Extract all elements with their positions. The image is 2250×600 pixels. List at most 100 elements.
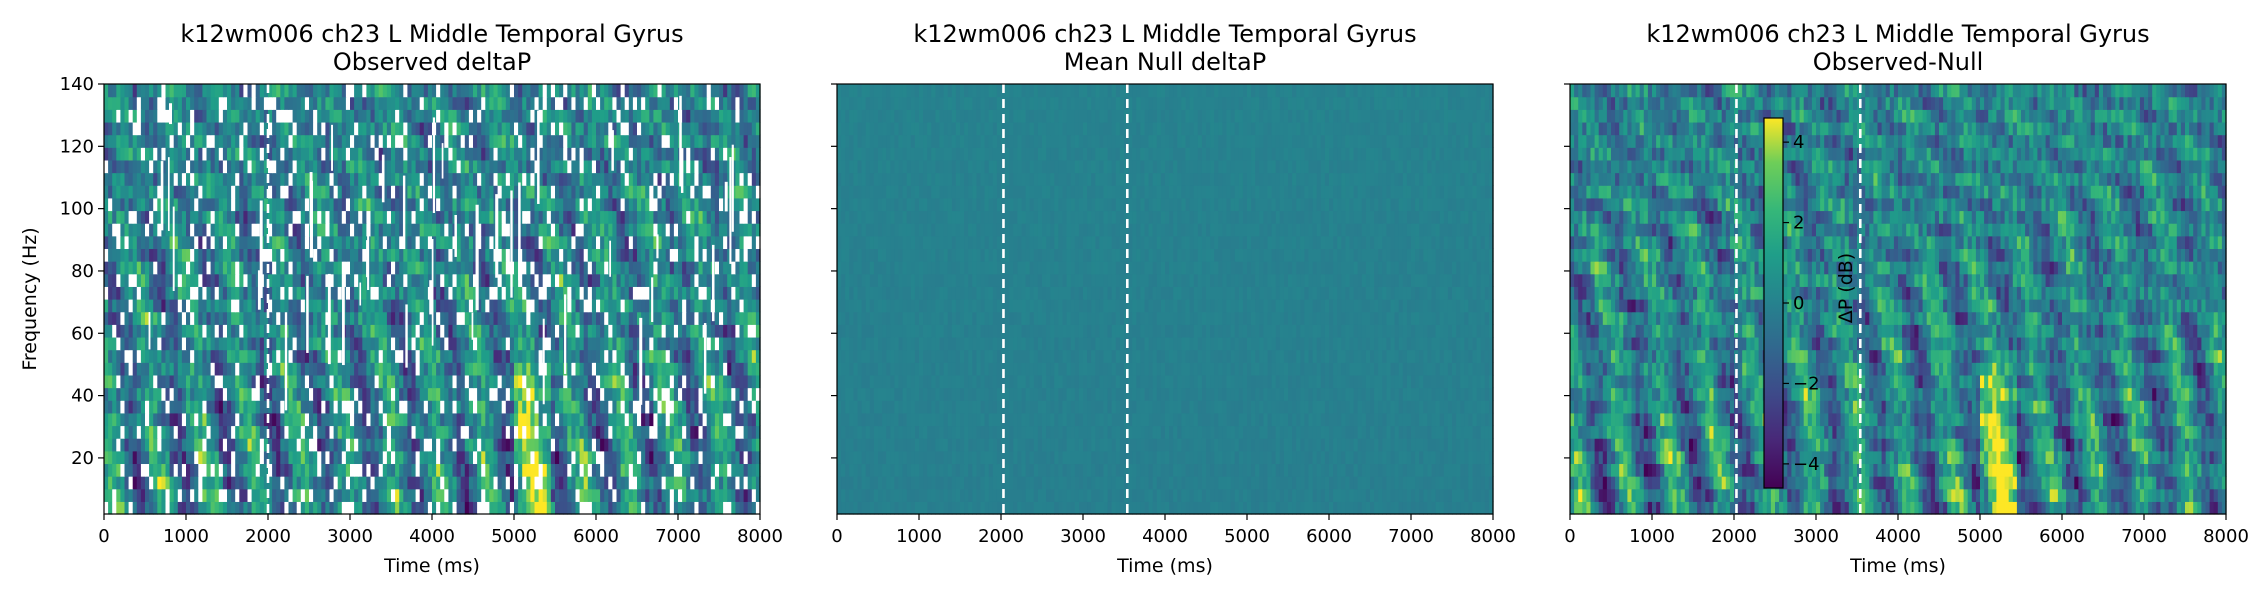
heatmap-cell	[284, 488, 290, 502]
heatmap-cell	[181, 261, 187, 275]
masked-cell	[550, 185, 556, 199]
masked-cell	[366, 463, 372, 477]
heatmap-cell	[304, 488, 310, 502]
heatmap-cell	[518, 387, 523, 401]
heatmap-cell	[649, 501, 654, 515]
heatmap-cell	[632, 235, 638, 250]
heatmap-cell	[628, 336, 634, 351]
heatmap-cell	[452, 476, 458, 490]
heatmap-cell	[341, 425, 347, 439]
heatmap-cell	[632, 185, 638, 199]
heatmap-cell	[210, 248, 216, 262]
heatmap-cell	[694, 463, 700, 477]
heatmap-cell	[628, 210, 634, 224]
masked-cell	[575, 324, 581, 338]
heatmap-cell	[653, 235, 659, 250]
masked-cell	[743, 476, 749, 490]
heatmap-cell	[378, 488, 384, 502]
masked-cell	[235, 273, 240, 287]
heatmap-cell	[657, 425, 663, 439]
masked-cell	[468, 387, 474, 401]
heatmap-cell	[714, 147, 720, 161]
heatmap-cell	[432, 476, 437, 490]
heatmap-cell	[214, 387, 220, 401]
heatmap-cell	[661, 425, 667, 439]
heatmap-cell	[505, 185, 511, 199]
heatmap-cell	[649, 400, 654, 414]
heatmap-cell	[399, 501, 404, 515]
heatmap-cell	[460, 197, 466, 212]
heatmap-cell	[145, 349, 150, 363]
heatmap-cell	[292, 273, 298, 287]
heatmap-cell	[624, 488, 630, 502]
heatmap-cell	[370, 210, 376, 224]
heatmap-cell	[587, 147, 593, 161]
heatmap-cell	[186, 210, 191, 224]
heatmap-cell	[583, 336, 589, 351]
heatmap-cell	[280, 210, 285, 224]
heatmap-cell	[108, 488, 113, 502]
heatmap-cell	[456, 387, 462, 401]
heatmap-cell	[202, 476, 208, 490]
heatmap-cell	[563, 501, 568, 515]
heatmap-cell	[272, 235, 277, 250]
heatmap-cell	[218, 311, 224, 325]
heatmap-cell	[714, 172, 720, 186]
heatmap-cell	[690, 210, 695, 224]
masked-cell	[497, 374, 503, 389]
heatmap-cell	[116, 362, 121, 376]
heatmap-cell	[140, 121, 146, 136]
heatmap-cell	[165, 159, 171, 174]
heatmap-cell	[317, 501, 322, 515]
heatmap-cell	[505, 235, 511, 250]
heatmap-cell	[514, 235, 519, 250]
masked-cell	[136, 286, 142, 300]
heatmap-cell	[444, 324, 449, 338]
heatmap-cell	[497, 450, 503, 465]
heatmap-cell	[497, 147, 503, 161]
heatmap-cell	[743, 425, 749, 439]
heatmap-cell	[165, 273, 171, 287]
heatmap-cell	[288, 299, 294, 313]
heatmap-cell	[157, 159, 162, 174]
heatmap-cell	[522, 248, 527, 262]
heatmap-cell	[682, 387, 687, 401]
heatmap-cell	[673, 501, 679, 515]
heatmap-cell	[181, 210, 187, 224]
heatmap-cell	[509, 476, 515, 490]
heatmap-cell	[186, 412, 191, 427]
heatmap-cell	[571, 197, 577, 212]
heatmap-cell	[112, 261, 117, 275]
heatmap-cell	[210, 488, 216, 502]
heatmap-cell	[645, 438, 650, 452]
heatmap-cell	[632, 261, 638, 275]
heatmap-cell	[329, 450, 335, 465]
heatmap-cell	[366, 147, 372, 161]
heatmap-cell	[333, 374, 339, 389]
heatmap-cell	[657, 324, 663, 338]
heatmap-cell	[550, 362, 556, 376]
heatmap-cell	[337, 387, 343, 401]
heatmap-cell	[751, 299, 757, 313]
heatmap-cell	[140, 438, 146, 452]
heatmap-cell	[624, 147, 630, 161]
heatmap-cell	[485, 349, 490, 363]
masked-cell	[493, 147, 499, 161]
heatmap-cell	[104, 463, 109, 477]
heatmap-cell	[596, 336, 601, 351]
heatmap-cell	[530, 425, 536, 439]
heatmap-cell	[181, 223, 187, 237]
heatmap-cell	[563, 488, 568, 502]
heatmap-cell	[706, 374, 712, 389]
heatmap-cell	[354, 501, 359, 515]
heatmap-cell	[698, 501, 704, 515]
heatmap-cell	[686, 336, 691, 351]
heatmap-cell	[526, 450, 531, 465]
heatmap-cell	[300, 185, 306, 199]
heatmap-cell	[399, 261, 404, 275]
heatmap-cell	[596, 311, 601, 325]
masked-cell	[272, 261, 277, 275]
heatmap-cell	[608, 336, 613, 351]
heatmap-cell	[747, 336, 753, 351]
heatmap-cell	[436, 488, 441, 502]
